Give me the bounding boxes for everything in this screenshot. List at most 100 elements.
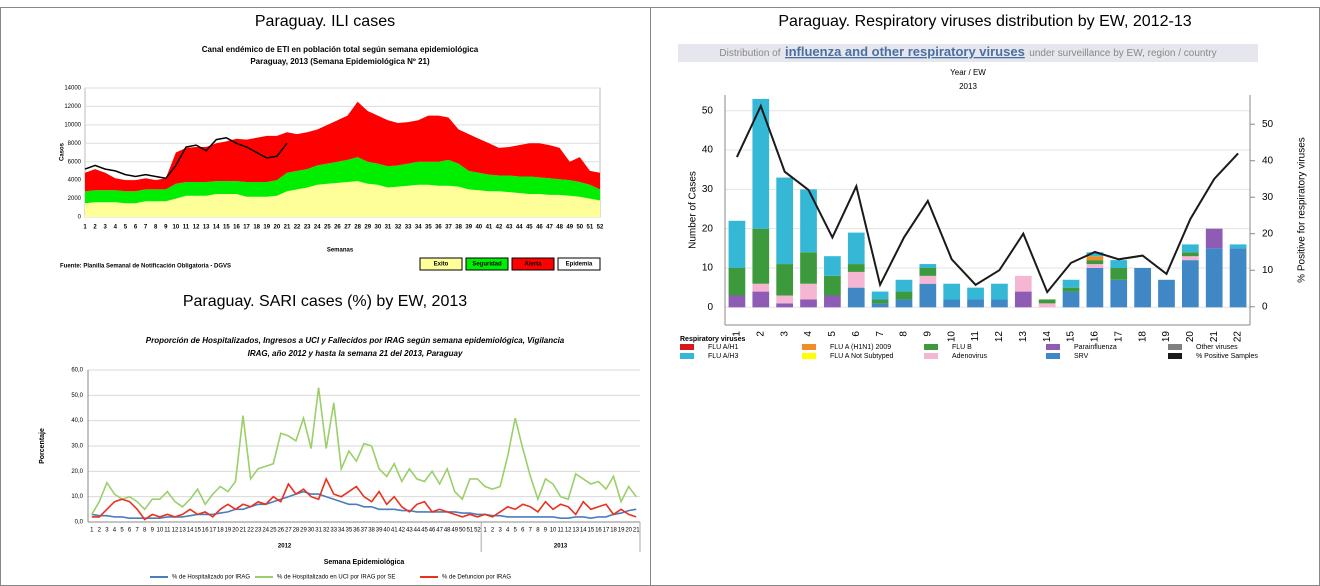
x-tick-label: 48 [444,528,451,534]
y2-tick-label: 0 [1262,301,1268,312]
x-tick-label: 9 [922,331,933,337]
panel-title: Paraguay. Respiratory viruses distributi… [778,13,1191,30]
legend-label: FLU B [952,344,972,351]
bar-segment [847,232,865,265]
y-tick-label: 20,0 [71,469,83,475]
legend-swatch [680,344,694,350]
x-tick-label: 21 [1209,331,1220,343]
x-tick-label: 34 [415,225,422,231]
y-tick-label: 2000 [68,196,82,202]
bar-segment [776,177,794,265]
x-tick-label: 38 [368,528,375,534]
bar-segment [1229,248,1247,308]
y-tick-label: 4000 [68,178,82,184]
x-tick-label: 5 [120,528,124,534]
y2-tick-label: 10 [1262,265,1274,276]
bar-segment [776,303,794,308]
x-tick-label: 26 [334,225,341,231]
x-tick-label: 20 [1185,331,1196,343]
y-tick-label: 0 [707,302,713,313]
y-tick-label: 6000 [68,159,82,165]
bar-segment [1229,244,1247,249]
x-tick-label: 12 [994,331,1005,343]
legend-swatch [511,257,555,271]
legend-swatch [1168,344,1182,350]
legend-title: Respiratory viruses [680,336,745,343]
x-tick-label: 45 [526,225,533,231]
y2-axis-label: % Positive for respiratory viruses [1297,137,1308,283]
bar-segment [847,287,865,308]
bar-segment [776,264,794,296]
y2-tick-label: 20 [1262,228,1274,239]
x-tick-label: 10 [156,528,163,534]
bar-segment [895,291,913,300]
x-tick-label: 21 [633,528,640,534]
x-tick-label: 46 [536,225,543,231]
x-tick-label: 17 [209,528,216,534]
y-axis-label: Porcentaje [39,428,46,464]
x-tick-label: 1 [83,225,87,231]
x-tick-label: 8 [154,225,158,231]
bar-segment [1205,228,1223,249]
chart-title: IRAG, año 2012 y hasta la semana 21 del … [248,349,463,358]
y2-tick-label: 40 [1262,155,1274,166]
x-tick-label: 22 [247,528,254,534]
y-tick-label: 14000 [64,86,81,92]
x-tick-label: 12 [172,528,179,534]
x-tick-label: 28 [293,528,300,534]
x-tick-label: 11 [557,528,564,534]
y-tick-label: 50 [702,105,714,116]
header-bar [678,44,1258,62]
x-tick-label: 12 [193,225,200,231]
x-tick-label: 21 [240,528,247,534]
x-tick-label: 25 [270,528,277,534]
x-tick-label: 1 [483,528,487,534]
header-link[interactable]: influenza and other respiratory viruses [785,44,1025,59]
x-tick-label: 19 [1161,331,1172,343]
x-tick-label: 22 [294,225,301,231]
legend-label: % Positive Samples [1196,353,1258,360]
x-tick-label: 49 [451,528,458,534]
bar-segment [752,283,770,292]
bar-segment [1181,260,1199,308]
x-tick-label: 15 [588,528,595,534]
x-tick-label: 10 [550,528,557,534]
bar-segment [800,189,817,253]
x-tick-label: 52 [597,225,604,231]
bar-segment [1181,244,1199,253]
bar-segment [1086,267,1104,308]
x-tick-label: 18 [610,528,617,534]
x-tick-label: 10 [946,331,957,343]
x-tick-label: 32 [395,225,402,231]
bar-segment [871,303,889,308]
bar-segment [847,264,865,272]
x-tick-label: 4 [506,528,510,534]
source-note: Fuente: Planilla Semanal de Notificación… [60,264,231,270]
bar-segment [800,299,817,308]
bar-segment [752,98,770,229]
x-tick-label: 33 [405,225,412,231]
area [85,181,600,217]
x-tick-label: 11 [164,528,171,534]
x-tick-label: 16 [233,225,240,231]
x-tick-label: 38 [455,225,462,231]
x-tick-label: 25 [324,225,331,231]
x-group-label: 2013 [554,544,568,550]
x-tick-label: 4 [114,225,118,231]
x-tick-label: 45 [421,528,428,534]
legend-label: % de Hospitalizado por IRAG [172,575,250,581]
line [91,476,637,521]
x-tick-label: 35 [425,225,432,231]
x-tick-label: 23 [255,528,262,534]
x-tick-label: 13 [179,528,186,534]
y-tick-label: 10000 [64,122,81,128]
bar-segment [1014,291,1032,308]
bar-segment [943,283,961,300]
bar-segment [943,299,961,308]
legend-label: FLU A Not Subtyped [830,353,894,360]
chart-title: Canal endémico de ETI en población total… [202,45,479,54]
legend-label: % de Defuncion por IRAG [442,575,511,581]
x-tick-label: 13 [203,225,210,231]
x-tick-label: 1 [732,331,743,337]
x-tick-label: 9 [164,225,168,231]
